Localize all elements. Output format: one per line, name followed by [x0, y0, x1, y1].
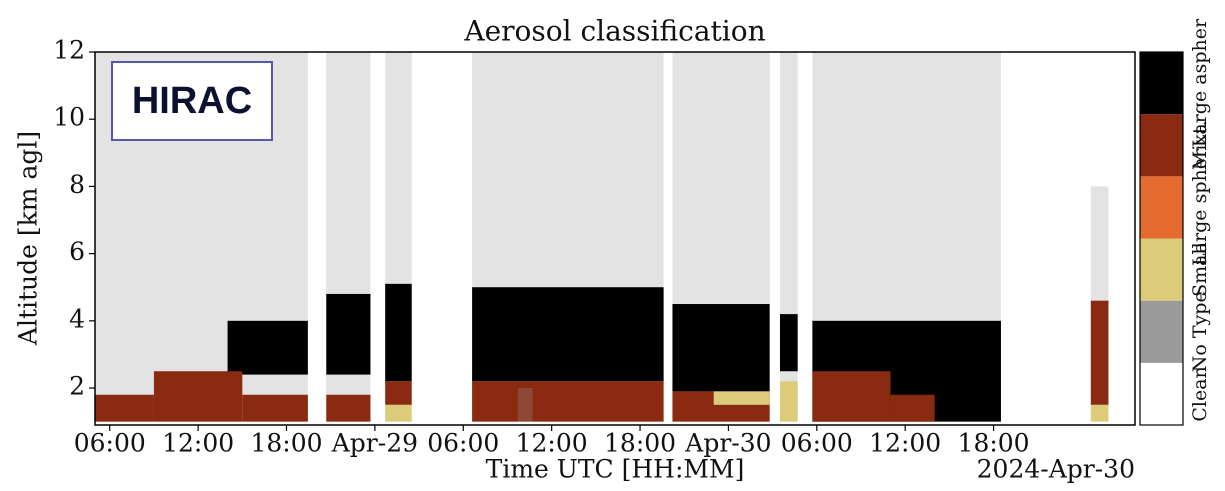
x-tick-label: 06:00 [427, 429, 499, 458]
y-tick-label: 10 [53, 103, 85, 132]
y-tick-label: 4 [69, 304, 85, 333]
chart-title: Aerosol classification [463, 15, 765, 48]
colorbar-label: Mixt. [1189, 120, 1211, 170]
class-region [326, 293, 371, 375]
class-region [385, 381, 412, 405]
colorbar-swatch [1140, 52, 1183, 115]
colorbar-label: Large aspher [1189, 18, 1211, 147]
class-region [713, 391, 770, 405]
class-region [1090, 300, 1109, 405]
class-region [472, 381, 664, 422]
colorbar-frame [1139, 51, 1184, 426]
y-tick-label: 6 [69, 237, 85, 266]
colorbar-swatch [1140, 362, 1183, 425]
class-region [517, 388, 533, 422]
class-region [779, 381, 798, 422]
y-axis-label: Altitude [km agl] [14, 131, 43, 346]
y-tick-label: 12 [53, 36, 85, 65]
class-region [672, 304, 770, 392]
x-tick-label: 12:00 [869, 429, 941, 458]
colorbar-swatch [1140, 176, 1183, 239]
colorbar-swatch [1140, 300, 1183, 363]
class-region [779, 314, 798, 372]
x-axis-label: Time UTC [HH:MM] [486, 455, 745, 484]
class-region [95, 394, 154, 422]
colorbar-label: Large spher [1189, 148, 1211, 266]
y-tick-label: 8 [69, 170, 85, 199]
x-tick-label: 18:00 [250, 429, 322, 458]
x-tick-label: 06:00 [781, 429, 853, 458]
class-region [1090, 404, 1109, 422]
plot-frame [94, 51, 1136, 426]
colorbar-label: Clean [1189, 366, 1211, 421]
class-region [812, 371, 891, 422]
class-region [385, 404, 412, 422]
y-tick-label: 2 [69, 372, 85, 401]
x-tick-label: Apr-30 [684, 429, 771, 458]
x-tick-label: 12:00 [162, 429, 234, 458]
class-region [890, 394, 935, 422]
x-tick-label: 18:00 [958, 429, 1030, 458]
x-tick-label: 12:00 [516, 429, 588, 458]
x-tick-label: 06:00 [74, 429, 146, 458]
class-region [242, 394, 308, 422]
x-tick-label: 18:00 [604, 429, 676, 458]
class-region [153, 371, 243, 422]
class-region [227, 320, 308, 375]
colorbar-label: No Type [1189, 291, 1211, 372]
class-region [385, 283, 412, 382]
badge-label: HIRAC [132, 80, 252, 122]
date-label: 2024-Apr-30 [977, 455, 1135, 484]
class-region [472, 287, 664, 382]
class-region [326, 394, 371, 422]
x-tick-label: Apr-29 [331, 429, 418, 458]
colorbar-swatch [1140, 114, 1183, 177]
colorbar-swatch [1140, 238, 1183, 301]
colorbar-label: Small [1189, 242, 1211, 297]
badge-box [111, 61, 273, 141]
